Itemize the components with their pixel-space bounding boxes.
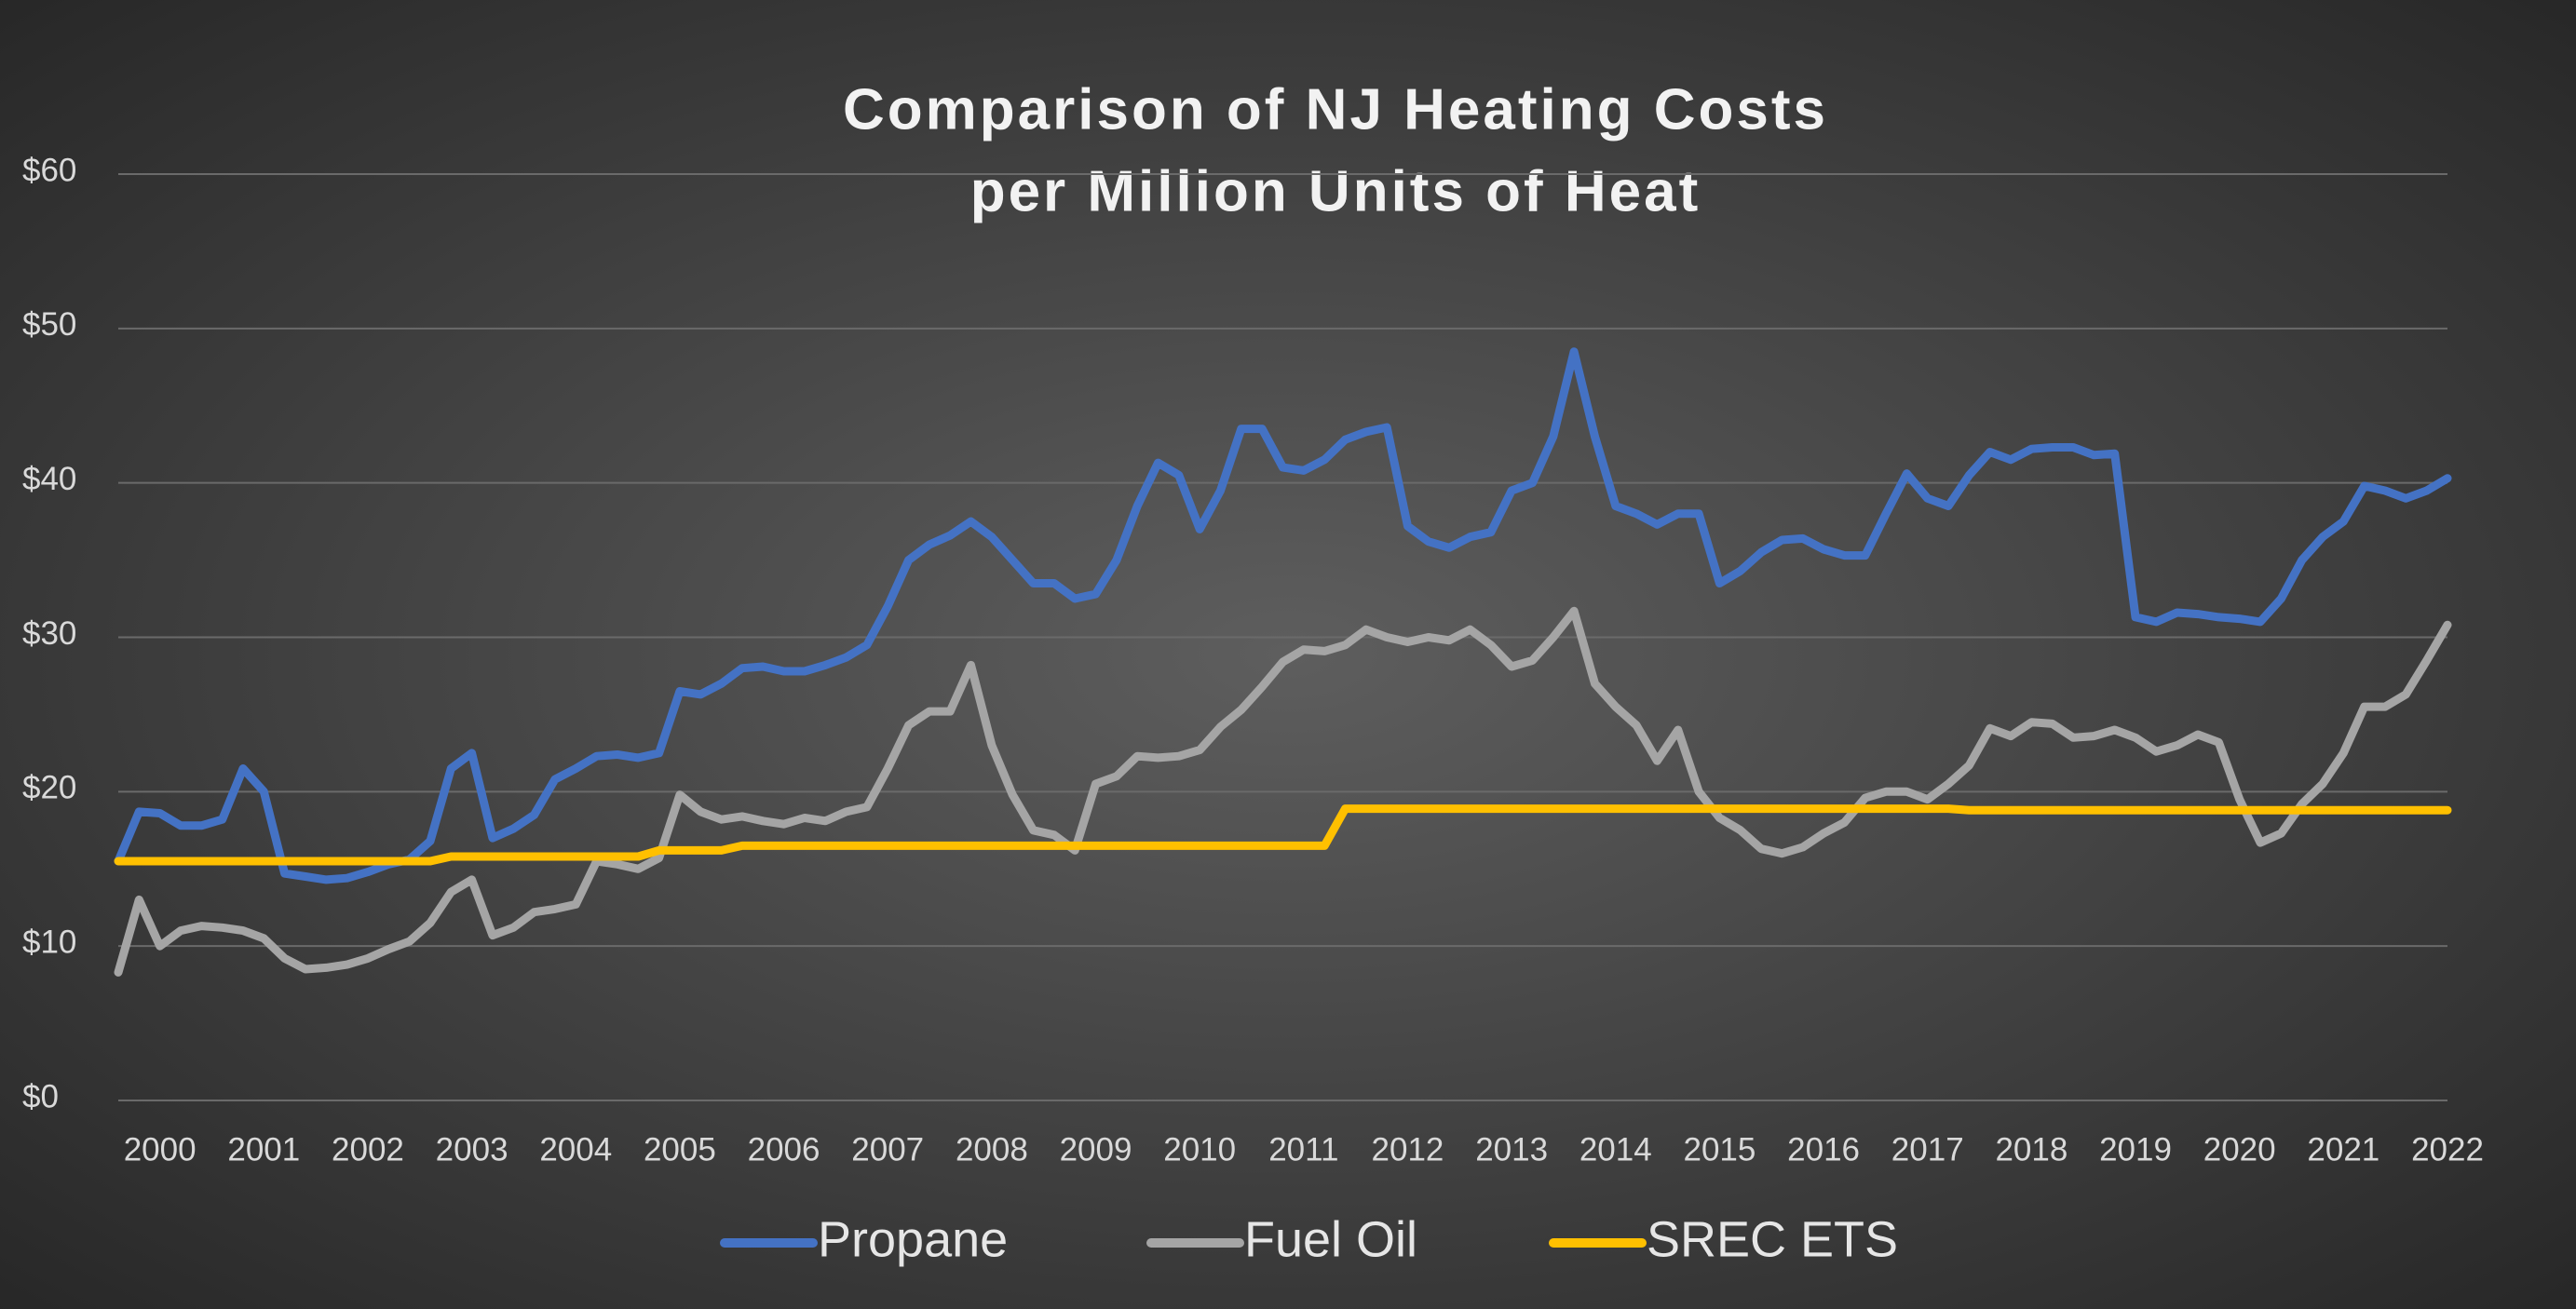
x-tick-label: 2010: [1163, 1131, 1236, 1167]
legend: Propane Fuel Oil SREC ETS: [720, 1211, 1898, 1267]
x-tick-label: 2005: [644, 1131, 716, 1167]
x-tick-label: 2004: [539, 1131, 612, 1167]
x-tick-label: 2013: [1475, 1131, 1548, 1167]
x-tick-label: 2003: [436, 1131, 508, 1167]
x-tick-label: 2012: [1372, 1131, 1444, 1167]
x-tick-label: 2022: [2411, 1131, 2484, 1167]
y-tick-label: $30: [22, 615, 76, 652]
legend-label: Propane: [818, 1211, 1008, 1267]
series-line: [114, 804, 2452, 866]
x-tick-label: 2007: [851, 1131, 924, 1167]
x-tick-label: 2009: [1060, 1131, 1132, 1167]
y-tick-label: $0: [22, 1078, 59, 1114]
x-tick-label: 2011: [1268, 1131, 1338, 1167]
plot: [114, 347, 2452, 977]
x-tick-label: 2020: [2203, 1131, 2276, 1167]
y-tick-label: $20: [22, 770, 76, 806]
x-tick-label: 2016: [1787, 1131, 1860, 1167]
x-tick-label: 2014: [1579, 1131, 1652, 1167]
x-tick-label: 2008: [956, 1131, 1028, 1167]
x-tick-label: 2001: [227, 1131, 300, 1167]
series-line: [114, 347, 2452, 884]
y-tick-label: $60: [22, 152, 76, 188]
x-tick-label: 2015: [1684, 1131, 1756, 1167]
chart-title: Comparison of NJ Heating Costs: [843, 77, 1828, 142]
legend-label: SREC ETS: [1647, 1211, 1898, 1267]
x-tick-label: 2017: [1891, 1131, 1964, 1167]
grid: [118, 173, 2447, 1101]
x-tick-label: 2002: [332, 1131, 404, 1167]
x-tick-label: 2018: [1995, 1131, 2068, 1167]
x-tick-label: 2006: [748, 1131, 820, 1167]
chart-title: per Million Units of Heat: [970, 159, 1702, 223]
x-tick-label: 2000: [124, 1131, 197, 1167]
x-tick-label: 2021: [2307, 1131, 2379, 1167]
y-tick-label: $50: [22, 306, 76, 343]
y-tick-label: $10: [22, 924, 76, 960]
series-line: [114, 606, 2452, 977]
y-tick-label: $40: [22, 461, 76, 497]
legend-label: Fuel Oil: [1244, 1211, 1417, 1267]
x-tick-label: 2019: [2099, 1131, 2172, 1167]
